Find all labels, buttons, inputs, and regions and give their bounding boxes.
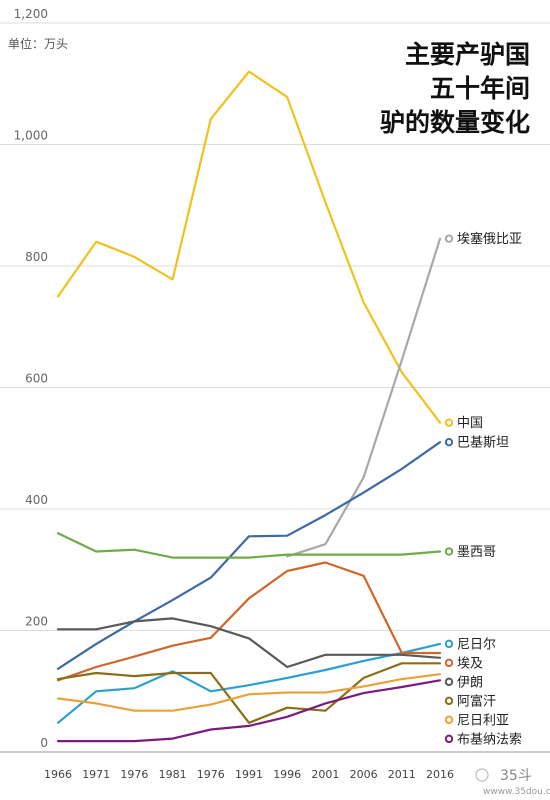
legend-label: 伊朗: [457, 675, 483, 690]
legend-marker: [444, 696, 454, 706]
grid-layer: [0, 22, 550, 753]
title-line-3: 驴的数量变化: [380, 108, 530, 137]
series-line: [56, 532, 442, 559]
legend-marker: [444, 715, 454, 725]
y-tick-label: 600: [25, 372, 48, 386]
chart-title: 主要产驴国 五十年间 驴的数量变化: [380, 40, 530, 137]
legend-label: 阿富汗: [457, 693, 496, 709]
legend-marker: [444, 418, 454, 427]
x-tick-label: 1991: [235, 768, 263, 781]
legend-marker: [444, 677, 454, 687]
x-tick-label: 1981: [159, 768, 187, 781]
legend-marker: [444, 639, 454, 649]
x-tick-label: 1976: [197, 768, 225, 781]
legend-label: 埃及: [457, 656, 483, 671]
series-line: [286, 237, 442, 558]
series-line: [56, 617, 442, 669]
title-line-1: 主要产驴国: [405, 40, 530, 69]
x-tick-label: 2001: [311, 768, 339, 781]
legend-marker: [444, 234, 454, 243]
series-line: [56, 70, 442, 424]
series-layer: [56, 70, 442, 743]
x-tick-label: 1971: [82, 768, 110, 781]
x-tick-label: 2011: [388, 768, 416, 781]
x-tick-label: 2006: [350, 768, 378, 781]
x-tick-label: 1966: [44, 768, 72, 781]
watermark: 35斗 wwww.35dou.com: [475, 768, 550, 797]
legend-label: 中国: [457, 416, 483, 431]
watermark-icon: [475, 768, 489, 782]
unit-label: 单位：万头: [8, 36, 68, 51]
y-axis-ticks: 0 200 400 600 800 1,000 1,200: [14, 7, 48, 750]
series-line: [56, 561, 442, 682]
y-tick-label: 1,200: [14, 7, 48, 21]
series-line: [56, 679, 442, 743]
legend-label: 布基纳法索: [457, 732, 522, 747]
watermark-logo: 35斗: [500, 768, 532, 784]
y-tick-label: 200: [25, 615, 48, 629]
y-tick-label: 800: [25, 250, 48, 264]
title-line-2: 五十年间: [430, 74, 530, 103]
legend-label: 巴基斯坦: [457, 436, 509, 451]
legend-label: 尼日利亚: [457, 713, 509, 728]
legend-marker: [444, 437, 454, 447]
legend-label: 尼日尔: [457, 637, 496, 652]
x-tick-label: 1996: [273, 768, 301, 781]
x-tick-label: 1976: [120, 768, 148, 781]
series-line: [56, 642, 442, 724]
legend-marker: [444, 734, 454, 744]
y-tick-label: 1,000: [14, 129, 48, 143]
y-tick-label: 400: [25, 493, 48, 507]
x-tick-label: 2016: [426, 768, 454, 781]
watermark-url: wwww.35dou.com: [483, 787, 550, 797]
x-axis-ticks: 1966 1971 1976 1981 1976 1991 1996 2001 2006 2011…: [44, 768, 454, 781]
series-line: [56, 673, 442, 712]
legend-marker: [444, 658, 454, 668]
legend-label: 埃塞俄比亚: [457, 231, 522, 247]
series-line: [56, 662, 442, 724]
legend-marker: [444, 547, 454, 556]
series-line: [56, 441, 442, 670]
legend-label: 墨西哥: [457, 545, 496, 560]
y-tick-label: 0: [40, 736, 48, 750]
